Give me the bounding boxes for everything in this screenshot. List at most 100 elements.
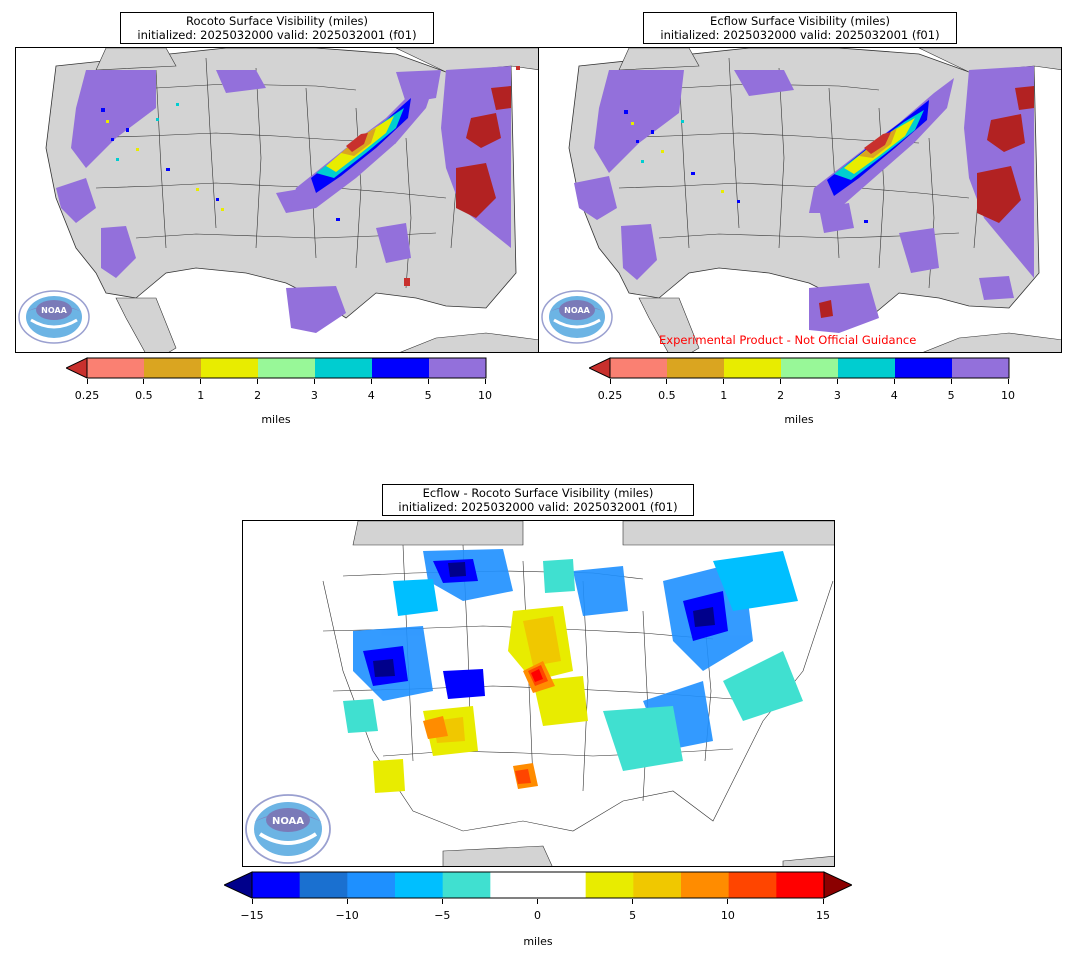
- colorbar-ecflow: [589, 357, 1010, 379]
- colorbar-tick-label: 3: [310, 389, 318, 402]
- colorbar-tick-mark: [441, 899, 443, 904]
- colorbar-tick-label: 4: [367, 389, 375, 402]
- difference-title-line1: Ecflow - Rocoto Surface Visibility (mile…: [422, 486, 654, 500]
- colorbar-tick-mark: [893, 379, 895, 384]
- difference-title-line2: initialized: 2025032000 valid: 202503200…: [398, 500, 678, 514]
- colorbar-tick-label: 0.25: [597, 389, 623, 402]
- difference-map: [243, 521, 834, 866]
- colorbar-segment: [895, 358, 953, 378]
- colorbar-segment: [429, 358, 487, 378]
- colorbar-extend-low: [589, 357, 611, 379]
- colorbar-tick-label: 1: [197, 389, 205, 402]
- colorbar-segment: [776, 872, 825, 898]
- colorbar-segment: [395, 872, 444, 898]
- colorbar-segment: [490, 872, 539, 898]
- colorbar-difference-svg: [224, 871, 852, 899]
- colorbar-tick-mark: [346, 899, 348, 904]
- colorbar-tick-mark: [86, 379, 88, 384]
- colorbar-segment: [585, 872, 634, 898]
- colorbar-difference-units: miles: [523, 935, 553, 948]
- colorbar-tick-mark: [666, 379, 668, 384]
- colorbar-segment: [610, 358, 668, 378]
- colorbar-tick-mark: [257, 379, 259, 384]
- colorbar-segment: [838, 358, 896, 378]
- colorbar-tick-mark: [632, 899, 634, 904]
- colorbar-tick-mark: [836, 379, 838, 384]
- colorbar-tick-label: 2: [254, 389, 262, 402]
- map-panel-rocoto: [15, 47, 539, 353]
- colorbar-tick-label: 0: [534, 909, 541, 922]
- colorbar-segment: [87, 358, 145, 378]
- colorbar-tick-mark: [727, 899, 729, 904]
- colorbar-ecflow-svg: [589, 357, 1010, 379]
- colorbar-rocoto-units: miles: [261, 413, 291, 426]
- colorbar-tick-label: 0.5: [658, 389, 676, 402]
- colorbar-tick-mark: [484, 379, 486, 384]
- colorbar-segment: [952, 358, 1010, 378]
- colorbar-segment: [538, 872, 587, 898]
- rocoto-title-box: Rocoto Surface Visibility (miles) initia…: [120, 12, 434, 44]
- colorbar-tick-label: 5: [629, 909, 637, 922]
- colorbar-tick-mark: [143, 379, 145, 384]
- colorbar-segment: [442, 872, 491, 898]
- rocoto-title-line1: Rocoto Surface Visibility (miles): [185, 14, 369, 28]
- colorbar-tick-mark: [723, 379, 725, 384]
- colorbar-difference: [224, 871, 852, 899]
- noaa-logo-text: NOAA: [41, 306, 67, 315]
- colorbar-tick-mark: [251, 899, 253, 904]
- ecflow-title-line2: initialized: 2025032000 valid: 202503200…: [660, 28, 940, 42]
- colorbar-segment: [299, 872, 348, 898]
- colorbar-tick-label: 5: [947, 389, 955, 402]
- colorbar-segment: [781, 358, 839, 378]
- experimental-watermark: Experimental Product - Not Official Guid…: [659, 333, 917, 347]
- colorbar-tick-label: 5: [424, 389, 432, 402]
- colorbar-tick-label: 2: [777, 389, 785, 402]
- colorbar-segment: [201, 358, 259, 378]
- colorbar-segment: [258, 358, 316, 378]
- colorbar-tick-mark: [822, 899, 824, 904]
- map-panel-ecflow: [538, 47, 1062, 353]
- colorbar-tick-label: 10: [720, 909, 735, 922]
- colorbar-tick-label: 15: [816, 909, 830, 922]
- colorbar-tick-label: −15: [240, 909, 264, 922]
- colorbar-segment: [315, 358, 373, 378]
- difference-title-box: Ecflow - Rocoto Surface Visibility (mile…: [382, 484, 694, 516]
- colorbar-tick-label: 10: [1001, 389, 1015, 402]
- colorbar-rocoto: [66, 357, 487, 379]
- noaa-logo-ecflow: NOAA: [541, 290, 613, 344]
- noaa-logo-text: NOAA: [272, 816, 304, 827]
- colorbar-segment: [681, 872, 730, 898]
- colorbar-extend-high: [823, 871, 852, 899]
- colorbar-segment: [667, 358, 725, 378]
- colorbar-segment: [372, 358, 430, 378]
- noaa-logo-difference: NOAA: [245, 794, 331, 864]
- colorbar-tick-mark: [537, 899, 538, 904]
- colorbar-tick-mark: [313, 379, 315, 384]
- colorbar-segment: [728, 872, 777, 898]
- colorbar-tick-mark: [609, 379, 611, 384]
- colorbar-rocoto-svg: [66, 357, 487, 379]
- colorbar-extend-low: [66, 357, 88, 379]
- colorbar-tick-label: −5: [434, 909, 451, 922]
- colorbar-tick-label: 0.5: [135, 389, 153, 402]
- ecflow-map: [539, 48, 1061, 352]
- colorbar-segment: [144, 358, 202, 378]
- rocoto-title-line2: initialized: 2025032000 valid: 202503200…: [137, 28, 417, 42]
- colorbar-tick-label: −10: [335, 909, 359, 922]
- colorbar-tick-mark: [370, 379, 372, 384]
- colorbar-tick-label: 1: [720, 389, 728, 402]
- rocoto-map: [16, 48, 538, 352]
- map-panel-difference: [242, 520, 835, 867]
- colorbar-segment: [252, 872, 301, 898]
- noaa-logo-rocoto: NOAA: [18, 290, 90, 344]
- colorbar-ecflow-units: miles: [784, 413, 814, 426]
- colorbar-segment: [633, 872, 682, 898]
- noaa-logo-text: NOAA: [564, 306, 590, 315]
- colorbar-extend-low: [224, 871, 253, 899]
- colorbar-tick-label: 3: [833, 389, 841, 402]
- ecflow-title-line1: Ecflow Surface Visibility (miles): [710, 14, 890, 28]
- ecflow-title-box: Ecflow Surface Visibility (miles) initia…: [643, 12, 957, 44]
- colorbar-tick-label: 10: [478, 389, 492, 402]
- colorbar-segment: [347, 872, 396, 898]
- colorbar-tick-label: 4: [890, 389, 898, 402]
